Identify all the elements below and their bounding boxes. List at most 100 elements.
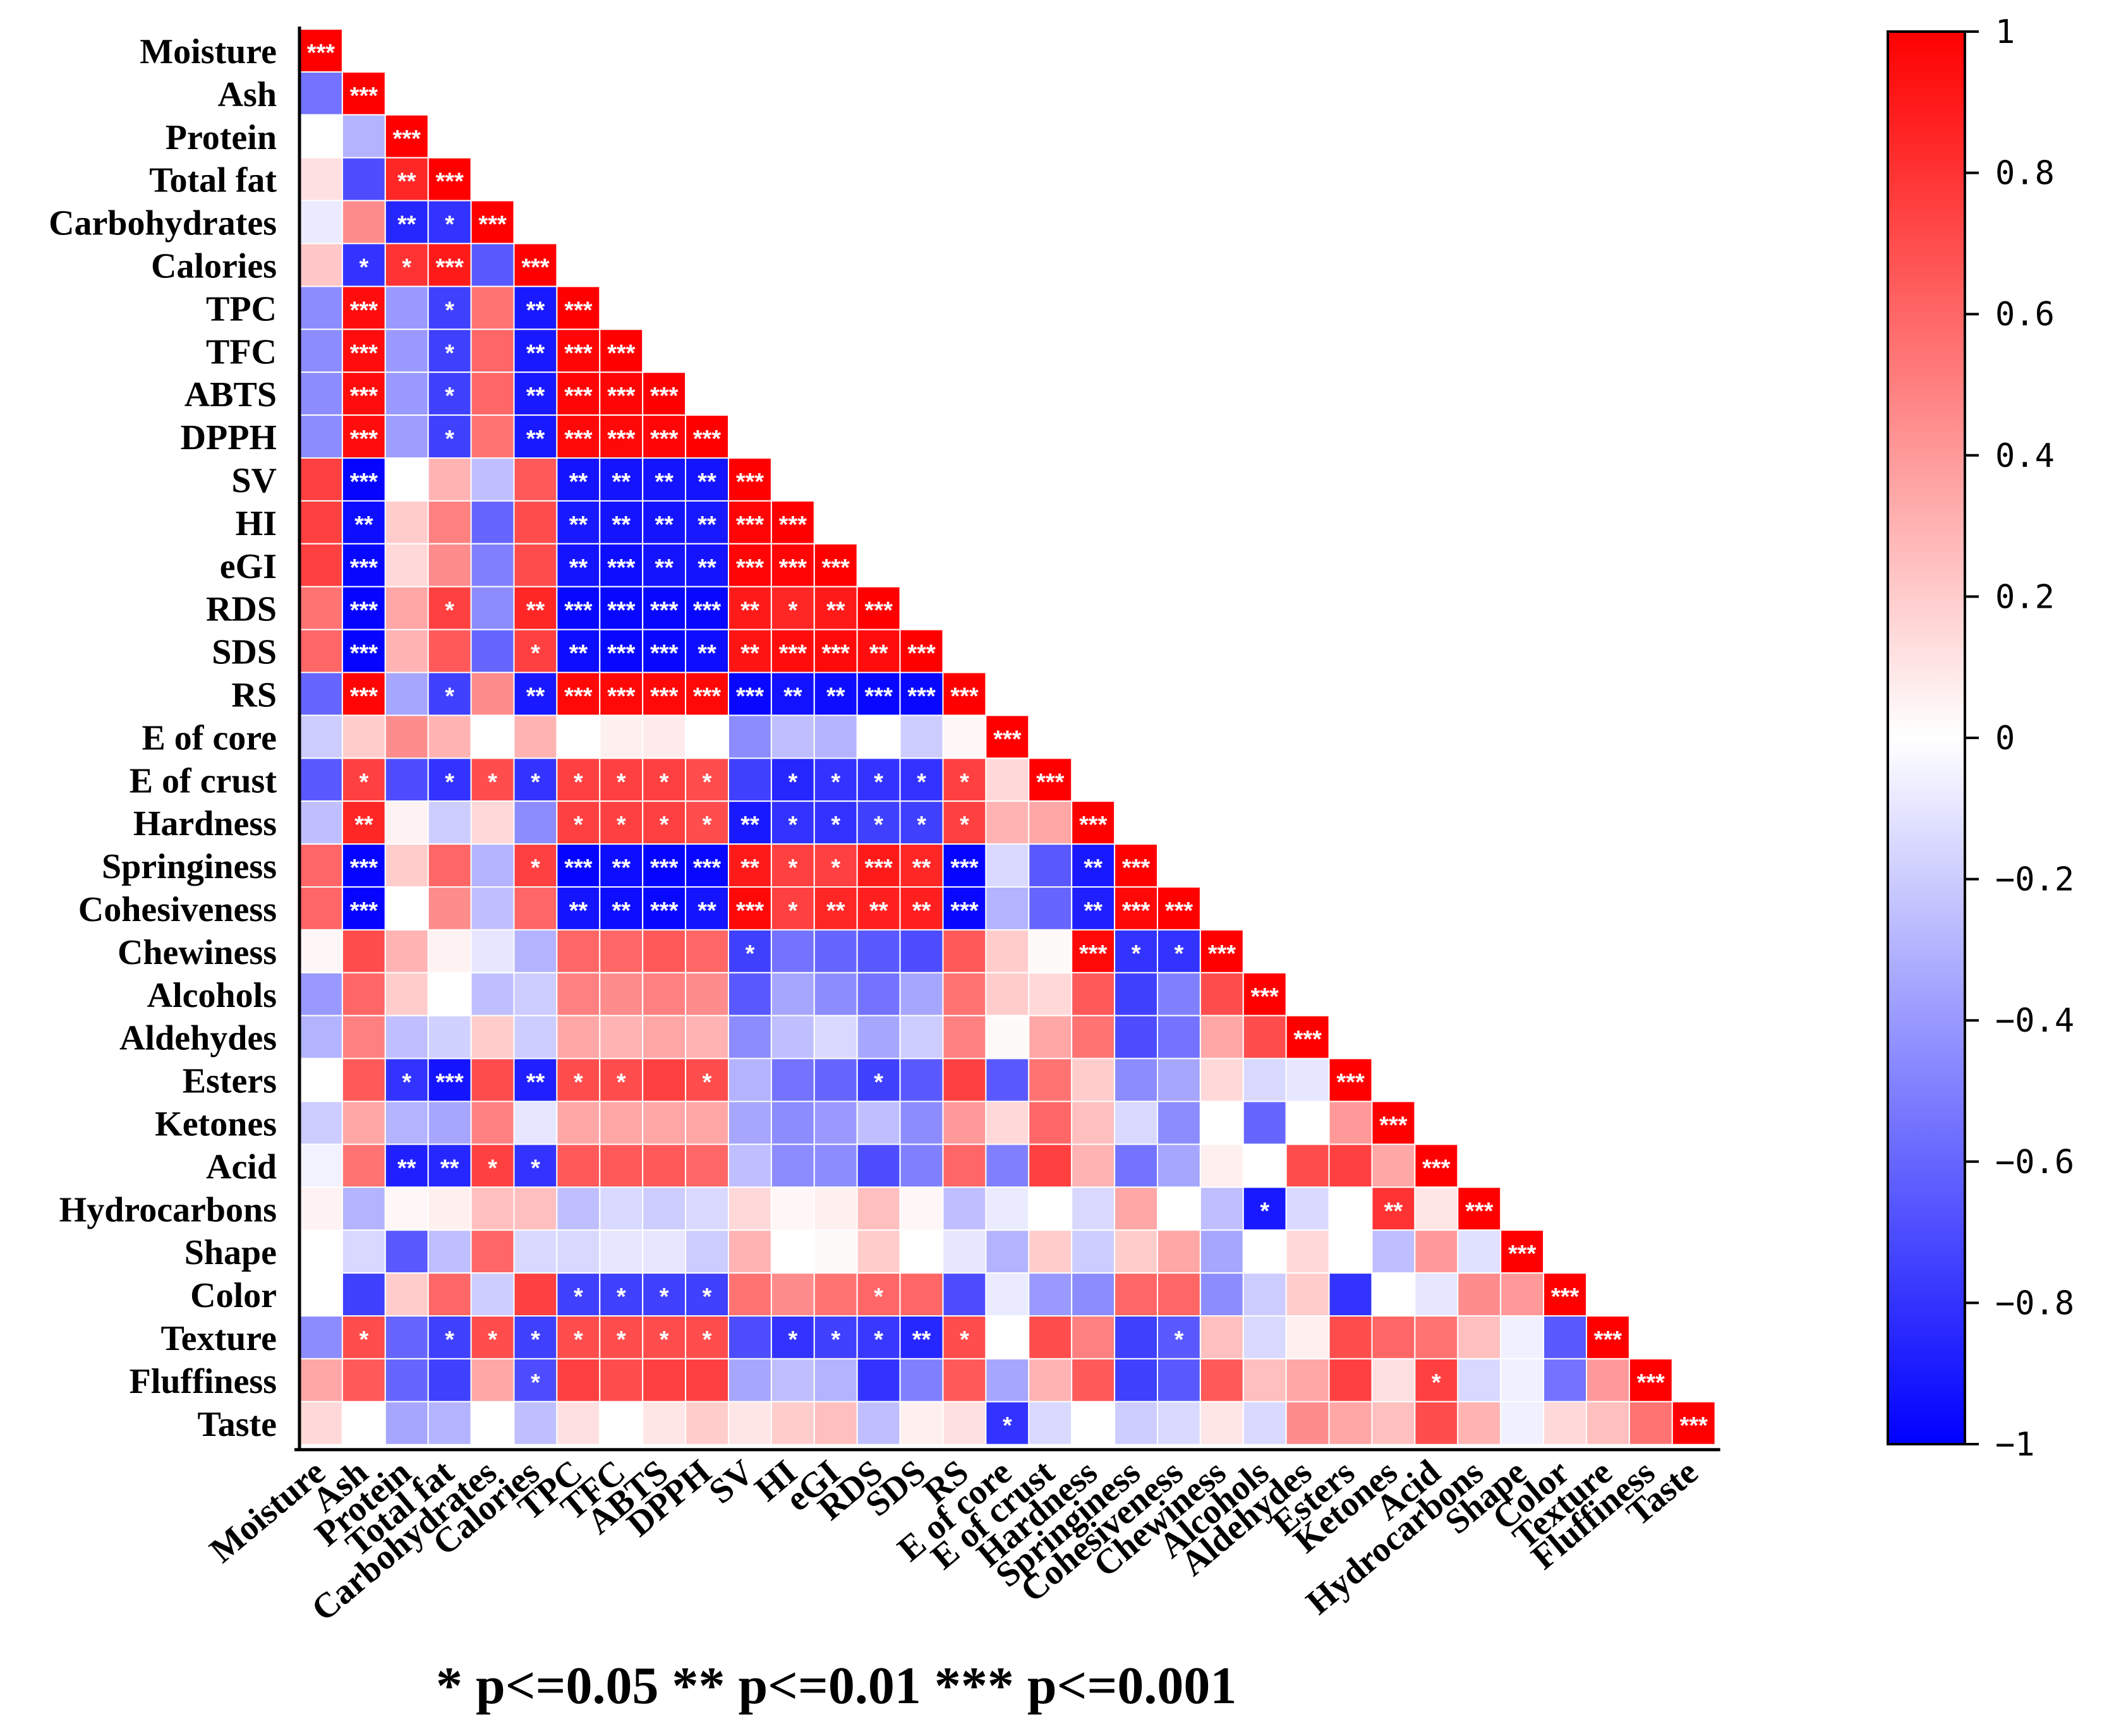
- heatmap-cell: [770, 1100, 815, 1145]
- significance-star: ***: [478, 212, 507, 238]
- row-label: eGI: [220, 547, 277, 586]
- heatmap-cell: [813, 586, 858, 630]
- significance-star: *: [531, 1327, 540, 1353]
- heatmap-cell: [1028, 929, 1073, 973]
- significance-star: *: [1260, 1198, 1269, 1224]
- heatmap-cell: [513, 886, 558, 931]
- heatmap-cell: [1114, 1100, 1158, 1145]
- heatmap-cell: [470, 500, 515, 545]
- significance-star: **: [826, 898, 845, 924]
- row-label: Carbohydrates: [49, 204, 277, 243]
- heatmap-cell: [1114, 1015, 1158, 1059]
- significance-star: ***: [907, 641, 936, 667]
- heatmap-cell: [384, 1272, 429, 1317]
- significance-star: *: [660, 769, 669, 795]
- significance-star: ***: [650, 426, 679, 452]
- heatmap-cell: [942, 886, 987, 931]
- heatmap-cell: [556, 1186, 601, 1231]
- significance-star: **: [869, 641, 888, 667]
- significance-star: *: [874, 1327, 883, 1353]
- row-label: DPPH: [181, 418, 277, 457]
- significance-star: *: [788, 855, 798, 881]
- heatmap-cell: [513, 414, 558, 459]
- heatmap-cell: [1157, 929, 1201, 973]
- heatmap-cell: [856, 1100, 901, 1145]
- significance-star: ***: [1422, 1155, 1451, 1181]
- row-label: Protein: [166, 118, 277, 157]
- heatmap-cell: [642, 1143, 687, 1188]
- heatmap-cell: [513, 800, 558, 845]
- heatmap-cell: [427, 1229, 472, 1274]
- significance-star: **: [698, 512, 716, 538]
- significance-star: *: [359, 254, 369, 280]
- heatmap-cell: [470, 457, 515, 502]
- heatmap-cell: [728, 500, 772, 545]
- significance-star: *: [788, 812, 798, 838]
- heatmap-cell: [942, 1058, 987, 1102]
- heatmap-cell: [685, 1358, 729, 1402]
- significance-star: *: [960, 812, 969, 838]
- heatmap-cell: [384, 929, 429, 973]
- heatmap-cell: [470, 886, 515, 931]
- significance-star: *: [445, 684, 454, 710]
- significance-star: ***: [1680, 1413, 1708, 1439]
- heatmap-cell: [1543, 1315, 1588, 1359]
- heatmap-cell: [341, 972, 386, 1016]
- significance-star: ***: [607, 598, 636, 624]
- heatmap-cell: [985, 972, 1030, 1016]
- heatmap-cell: [642, 972, 687, 1016]
- significance-star: ***: [650, 684, 679, 710]
- heatmap-cell: [985, 1015, 1030, 1059]
- heatmap-cell: [341, 886, 386, 931]
- heatmap-cell: [899, 1315, 944, 1359]
- heatmap-cell: [470, 1015, 515, 1059]
- heatmap-cell: [1114, 843, 1158, 888]
- heatmap-cell: [1328, 1143, 1373, 1188]
- significance-star: ***: [865, 684, 893, 710]
- heatmap-cell: [685, 1229, 729, 1274]
- heatmap-cell: [384, 800, 429, 845]
- heatmap-cell: [1157, 1315, 1201, 1359]
- significance-star: ***: [436, 254, 464, 280]
- heatmap-cell: [513, 929, 558, 973]
- heatmap-cell: [1500, 1358, 1545, 1402]
- heatmap-cell: [642, 1015, 687, 1059]
- heatmap-cell: [1157, 1401, 1201, 1445]
- significance-star: ***: [650, 898, 679, 924]
- significance-star: *: [531, 1155, 540, 1181]
- heatmap-cell: [384, 500, 429, 545]
- significance-star: **: [1384, 1198, 1403, 1224]
- heatmap-cell: [470, 1272, 515, 1317]
- heatmap-cell: [1114, 1272, 1158, 1317]
- heatmap-cell: [384, 586, 429, 630]
- row-label: Taste: [197, 1405, 277, 1444]
- significance-star: **: [440, 1155, 459, 1181]
- heatmap-cell: [770, 1358, 815, 1402]
- heatmap-cell: [770, 1229, 815, 1274]
- heatmap-cell: [384, 1100, 429, 1145]
- significance-star: **: [912, 1327, 931, 1353]
- colorbar-tick-label: 0.2: [1995, 578, 2055, 616]
- heatmap-cell: [985, 1272, 1030, 1317]
- heatmap-cell: [985, 1100, 1030, 1145]
- heatmap-cell: [899, 1100, 944, 1145]
- significance-star: **: [354, 512, 373, 538]
- significance-star: ***: [607, 383, 636, 409]
- heatmap-cell: [427, 886, 472, 931]
- significance-star: *: [445, 340, 454, 366]
- colorbar-tick-label: −1: [1995, 1426, 2035, 1464]
- significance-star: ***: [1208, 941, 1236, 967]
- heatmap-cell: [899, 1272, 944, 1317]
- row-label: E of crust: [130, 761, 277, 800]
- heatmap-cell: [341, 200, 386, 244]
- heatmap-cell: [599, 1015, 644, 1059]
- heatmap-cell: [1157, 1143, 1201, 1188]
- heatmap-cell: [685, 972, 729, 1016]
- significance-star: ***: [1036, 769, 1065, 795]
- significance-star: ***: [736, 555, 764, 581]
- heatmap-cell: [728, 629, 772, 673]
- heatmap-cell: [1157, 1358, 1201, 1402]
- heatmap-cell: [299, 243, 343, 287]
- significance-star: *: [1175, 1327, 1184, 1353]
- heatmap-cell: [1114, 1315, 1158, 1359]
